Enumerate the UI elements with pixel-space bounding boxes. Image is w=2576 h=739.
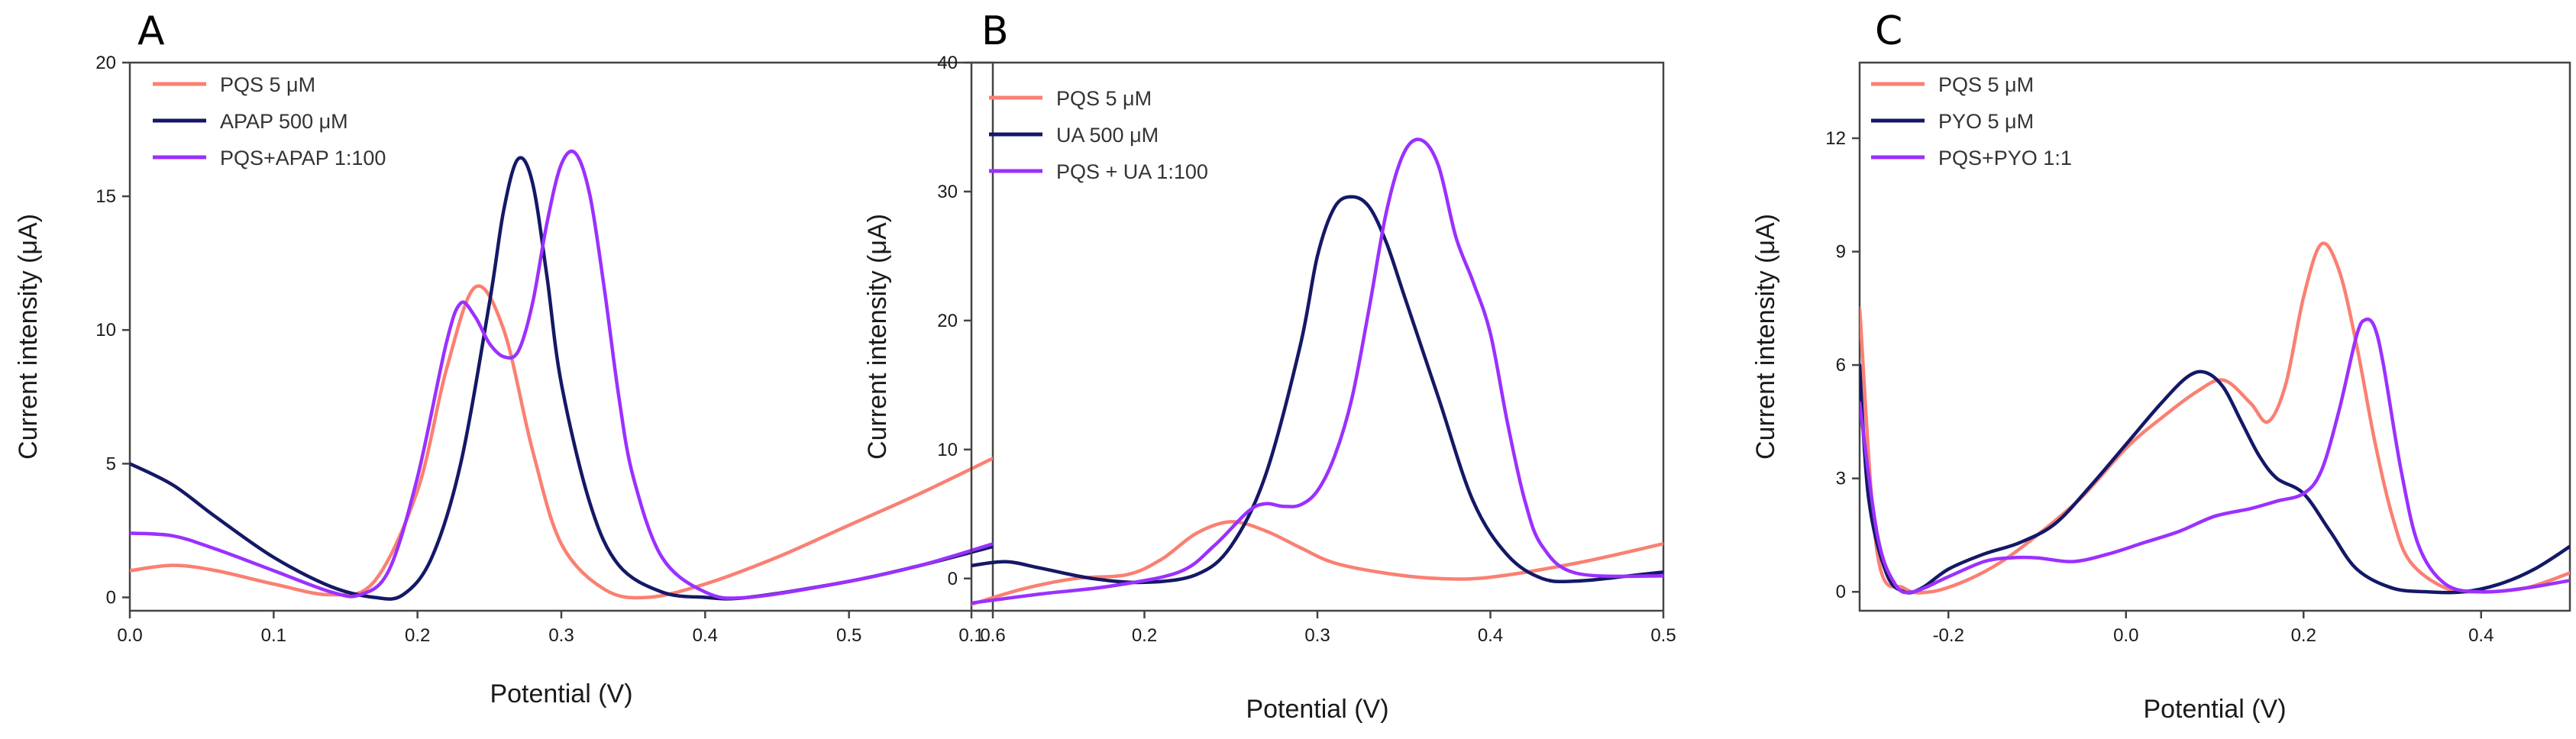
- legend-label: PQS 5 μM: [1056, 87, 1152, 110]
- y-axis-title: Current intensity (μA): [14, 214, 43, 460]
- y-tick-label: 10: [95, 320, 116, 340]
- series-group: [1860, 241, 2570, 595]
- series-line-3: [130, 149, 993, 600]
- x-tick-label: 0.2: [2291, 625, 2316, 646]
- y-tick-label: 0: [106, 587, 116, 608]
- legend-label: PQS+PYO 1:1: [1938, 147, 2072, 169]
- panel-letter: B: [981, 8, 1009, 54]
- legend-label: APAP 500 μM: [220, 110, 348, 133]
- y-tick-label: 12: [1825, 128, 1846, 149]
- series-line-3: [1860, 317, 2570, 595]
- legend-label: PYO 5 μM: [1938, 110, 2034, 133]
- y-tick-label: 20: [95, 53, 116, 73]
- series-group: [971, 137, 1663, 606]
- legend-label: PQS 5 μM: [220, 73, 315, 96]
- y-tick-label: 30: [937, 182, 958, 202]
- panel-letter: C: [1875, 8, 1902, 54]
- y-tick-label: 5: [106, 453, 116, 474]
- series-line-2: [1860, 363, 2570, 595]
- legend-label: PQS 5 μM: [1938, 73, 2034, 96]
- x-tick-label: 0.2: [405, 625, 430, 646]
- x-tick-label: 0.6: [980, 625, 1005, 646]
- panel-c: C -0.2 0.0 0.2 0.4 0 3 6 9 12 Potential (V) Current…: [1751, 8, 2571, 724]
- panel-b: B 0.1 0.2 0.3 0.4 0.5 0 10 20 30 40 Potential (V) Cu…: [863, 8, 1676, 724]
- x-axis-title: Potential (V): [1246, 695, 1388, 724]
- x-axis-title: Potential (V): [490, 679, 632, 708]
- legend-label: PQS + UA 1:100: [1056, 160, 1208, 183]
- legend: PQS 5 μM PYO 5 μM PQS+PYO 1:1: [1871, 73, 2072, 169]
- x-tick-label: 0.4: [2468, 625, 2494, 646]
- y-tick-label: 9: [1836, 242, 1846, 263]
- series-line-1: [1860, 241, 2570, 595]
- series-group: [130, 149, 993, 601]
- y-tick-label: 0: [948, 569, 958, 589]
- legend-label: PQS+APAP 1:100: [220, 147, 386, 169]
- legend: PQS 5 μM UA 500 μM PQS + UA 1:100: [989, 87, 1208, 183]
- panel-letter: A: [137, 8, 165, 54]
- x-tick-label: 0.3: [548, 625, 574, 646]
- y-axis-title: Current intensity (μA): [863, 214, 892, 460]
- x-axis-title: Potential (V): [2143, 695, 2286, 724]
- x-tick-label: 0.5: [1650, 625, 1676, 646]
- y-tick-label: 0: [1836, 582, 1846, 602]
- legend: PQS 5 μM APAP 500 μM PQS+APAP 1:100: [153, 73, 386, 169]
- y-tick-label: 3: [1836, 469, 1846, 489]
- plot-frame: [1858, 61, 2571, 612]
- y-tick-label: 20: [937, 311, 958, 331]
- y-tick-label: 10: [937, 440, 958, 460]
- series-line-2: [971, 195, 1663, 585]
- x-tick-label: -0.2: [1933, 625, 1964, 646]
- y-tick-label: 6: [1836, 355, 1846, 376]
- x-tick-label: 0.4: [693, 625, 718, 646]
- x-tick-label: 0.4: [1478, 625, 1503, 646]
- x-tick-label: 0.0: [2113, 625, 2138, 646]
- y-tick-label: 40: [937, 53, 958, 73]
- panel-a: A 0.0 0.1 0.2 0.3 0.4 0.5 0.6 0 5 10 15 20 Potential …: [14, 8, 1006, 708]
- y-tick-label: 15: [95, 186, 116, 207]
- series-line-3: [971, 137, 1663, 605]
- series-line-1: [130, 284, 993, 600]
- x-tick-label: 0.3: [1304, 625, 1330, 646]
- x-tick-label: 0.1: [958, 625, 984, 646]
- y-axis-title: Current intensity (μA): [1751, 214, 1780, 460]
- x-tick-label: 0.0: [117, 625, 142, 646]
- x-tick-label: 0.1: [261, 625, 286, 646]
- x-tick-label: 0.2: [1132, 625, 1157, 646]
- legend-label: UA 500 μM: [1056, 124, 1159, 147]
- x-tick-label: 0.5: [836, 625, 861, 646]
